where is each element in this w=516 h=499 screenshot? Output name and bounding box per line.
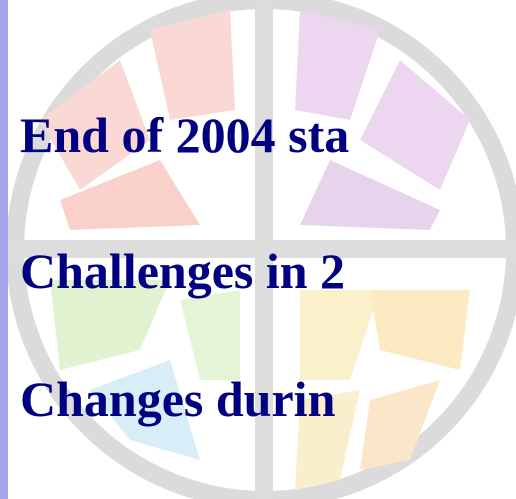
bullet-line: Changes durin xyxy=(20,371,336,427)
bullet-line: Challenges in 2 xyxy=(20,243,346,299)
side-strip xyxy=(0,0,8,499)
bullet-line: End of 2004 sta xyxy=(20,107,350,163)
